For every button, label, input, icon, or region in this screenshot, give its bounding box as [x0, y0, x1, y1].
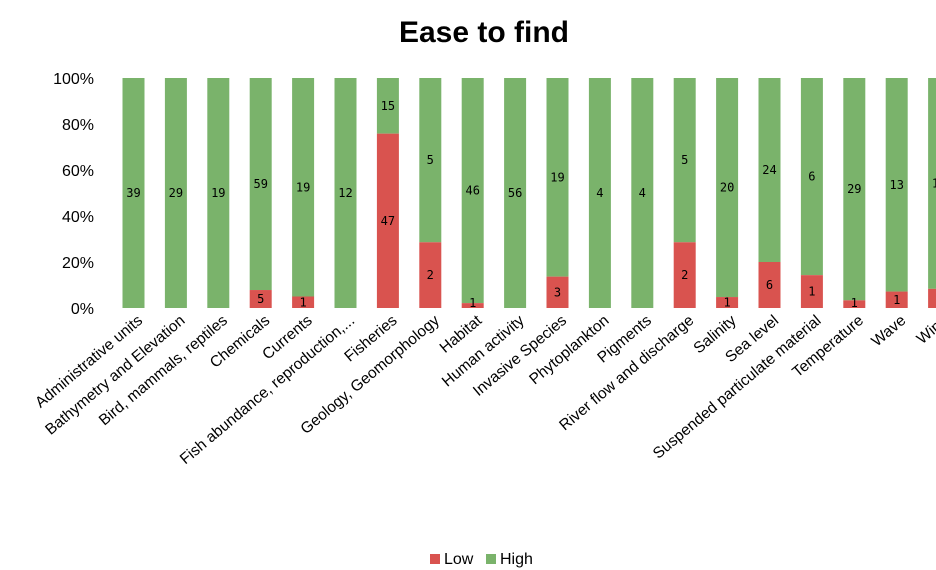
y-tick-label: 100%	[53, 71, 94, 88]
data-label-low: 2	[681, 268, 688, 282]
data-label-low: 2	[427, 268, 434, 282]
data-label-high: 29	[847, 182, 861, 196]
data-label-low: 1	[851, 296, 858, 310]
bar-high-segment	[461, 78, 484, 304]
bars	[122, 78, 936, 308]
legend-high-swatch	[486, 554, 496, 564]
data-label-high: 59	[253, 177, 267, 191]
data-label-high: 5	[681, 153, 688, 167]
legend-low-swatch	[430, 554, 440, 564]
data-label-low: 47	[381, 214, 395, 228]
bar-high-segment	[843, 78, 866, 301]
bar-low-segment	[800, 275, 823, 308]
bar-low-segment	[673, 242, 696, 308]
y-tick-label: 40%	[62, 209, 94, 226]
bar-high-segment	[885, 78, 908, 292]
bar-high-segment	[249, 78, 272, 291]
data-label-high: 4	[639, 186, 646, 200]
bar-high-segment	[164, 78, 187, 308]
bar-high-segment	[588, 78, 611, 308]
bar-high-segment	[334, 78, 357, 308]
data-label-high: 13	[889, 178, 903, 192]
bar-high-segment	[292, 78, 315, 297]
data-label-high: 15	[381, 99, 395, 113]
bar-high-segment	[122, 78, 145, 308]
data-label-high: 24	[762, 163, 776, 177]
bar-low-segment	[461, 303, 484, 308]
chart-title: Ease to find	[399, 16, 569, 49]
bar-low-segment	[419, 242, 442, 308]
bar-low-segment	[758, 262, 781, 308]
bar-low-segment	[928, 288, 936, 308]
data-label-low: 1	[723, 296, 730, 310]
y-axis-ticks: 0% 20% 40% 60% 80% 100%	[53, 71, 94, 318]
bar-high-segment	[631, 78, 654, 308]
bar-low-segment	[376, 133, 399, 308]
bar-low-segment	[843, 300, 866, 308]
legend-high-label: High	[500, 551, 533, 568]
data-label-low: 1	[299, 295, 306, 309]
bar-low-segment	[885, 291, 908, 308]
data-label-low: 5	[257, 292, 264, 306]
bar-high-segment	[376, 78, 399, 134]
data-label-low: 6	[766, 278, 773, 292]
y-tick-label: 20%	[62, 255, 94, 272]
bar-high-segment	[673, 78, 696, 243]
data-label-high: 4	[596, 186, 603, 200]
data-label-high: 11	[932, 176, 936, 190]
data-label-high: 39	[126, 186, 140, 200]
x-tick-label: Wave	[868, 312, 909, 350]
bar-low-segment	[249, 290, 272, 308]
bar-high-segment	[504, 78, 527, 308]
bar-low-segment	[546, 276, 569, 308]
data-label-high: 46	[465, 184, 479, 198]
bar-high-segment	[716, 78, 739, 298]
data-label-low: 1	[469, 296, 476, 310]
y-tick-label: 0%	[71, 301, 94, 318]
bar-high-segment	[207, 78, 230, 308]
bar-high-segment	[546, 78, 569, 277]
data-label-high: 12	[338, 186, 352, 200]
data-label-high: 6	[808, 170, 815, 184]
bar-high-segment	[758, 78, 781, 262]
bar-low-segment	[292, 296, 315, 308]
data-label-high: 29	[169, 186, 183, 200]
bar-high-segment	[419, 78, 442, 243]
data-label-high: 19	[296, 180, 310, 194]
data-label-low: 3	[554, 285, 561, 299]
legend: Low High	[430, 551, 533, 568]
x-tick-label: Wind	[914, 312, 936, 348]
data-label-low: 1	[808, 285, 815, 299]
bar-high-segment	[928, 78, 936, 289]
legend-low-label: Low	[444, 551, 474, 568]
data-label-high: 19	[211, 186, 225, 200]
data-label-low: 1	[893, 293, 900, 307]
bar-high-segment	[800, 78, 823, 276]
y-tick-label: 80%	[62, 117, 94, 134]
data-label-high: 56	[508, 186, 522, 200]
data-label-high: 19	[550, 170, 564, 184]
bar-low-segment	[716, 297, 739, 308]
y-tick-label: 60%	[62, 163, 94, 180]
data-label-high: 5	[427, 153, 434, 167]
data-label-high: 20	[720, 181, 734, 195]
